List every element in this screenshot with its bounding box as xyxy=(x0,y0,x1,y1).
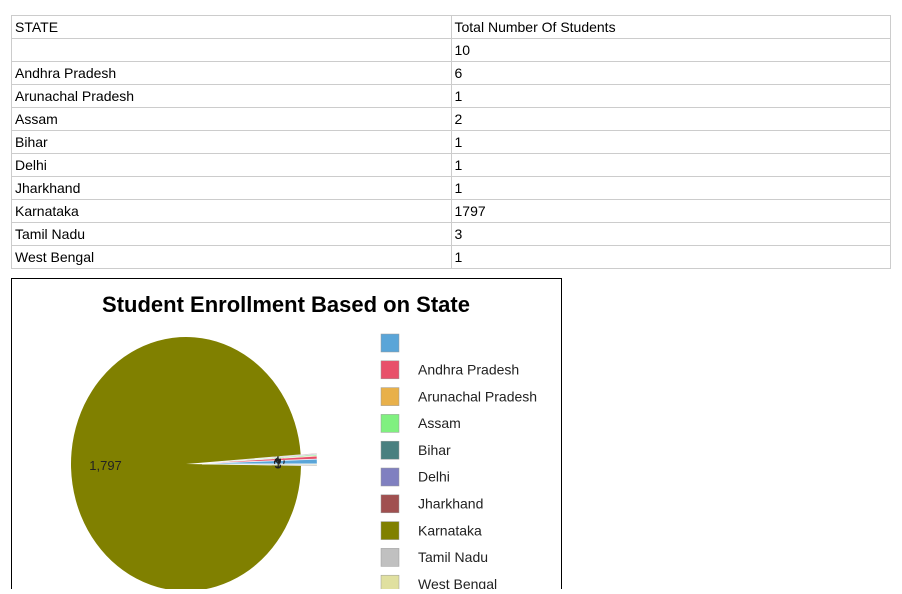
table-cell: Bihar xyxy=(12,131,452,154)
legend-label: Karnataka xyxy=(418,522,482,538)
legend-label: Delhi xyxy=(418,469,450,485)
chart-title: Student Enrollment Based on State xyxy=(102,292,470,317)
legend-label: West Bengal xyxy=(418,576,497,589)
legend-swatch xyxy=(381,334,399,352)
table-cell: 1 xyxy=(451,154,891,177)
legend-label: Andhra Pradesh xyxy=(418,362,519,378)
table-cell: 3 xyxy=(451,223,891,246)
legend-swatch xyxy=(381,468,399,486)
legend-label: Jharkhand xyxy=(418,496,483,512)
table-cell: Assam xyxy=(12,108,452,131)
legend-swatch xyxy=(381,575,399,589)
legend-label: Bihar xyxy=(418,442,451,458)
table-cell: 6 xyxy=(451,62,891,85)
table-cell: Delhi xyxy=(12,154,452,177)
legend-label: Assam xyxy=(418,415,461,431)
table-cell: Arunachal Pradesh xyxy=(12,85,452,108)
table-cell: 1 xyxy=(451,85,891,108)
table-cell: 10 xyxy=(451,39,891,62)
table-cell: Andhra Pradesh xyxy=(12,62,452,85)
data-label: 1 xyxy=(274,456,281,471)
chart: Student Enrollment Based on State 106121… xyxy=(12,279,561,589)
table-cell: 1 xyxy=(451,246,891,269)
chart-box: Student Enrollment Based on State 106121… xyxy=(11,278,562,589)
legend-swatch xyxy=(381,548,399,566)
table-cell: Tamil Nadu xyxy=(12,223,452,246)
legend-label: Tamil Nadu xyxy=(418,549,488,565)
table-cell: West Bengal xyxy=(12,246,452,269)
table-cell: 2 xyxy=(451,108,891,131)
table-row: 10 xyxy=(12,39,891,62)
legend-swatch xyxy=(381,361,399,379)
legend-swatch xyxy=(381,388,399,406)
table-cell: 1 xyxy=(451,131,891,154)
table-cell: Jharkhand xyxy=(12,177,452,200)
legend-swatch xyxy=(381,522,399,540)
table-cell: 1797 xyxy=(451,200,891,223)
table-cell: Karnataka xyxy=(12,200,452,223)
data-label: 1,797 xyxy=(89,458,122,473)
legend-swatch xyxy=(381,441,399,459)
table-cell xyxy=(12,39,452,62)
table-cell: STATE xyxy=(12,16,452,39)
legend-swatch xyxy=(381,495,399,513)
table-cell: 1 xyxy=(451,177,891,200)
table-cell: Total Number Of Students xyxy=(451,16,891,39)
legend-swatch xyxy=(381,414,399,432)
legend-label: Arunachal Pradesh xyxy=(418,388,537,404)
